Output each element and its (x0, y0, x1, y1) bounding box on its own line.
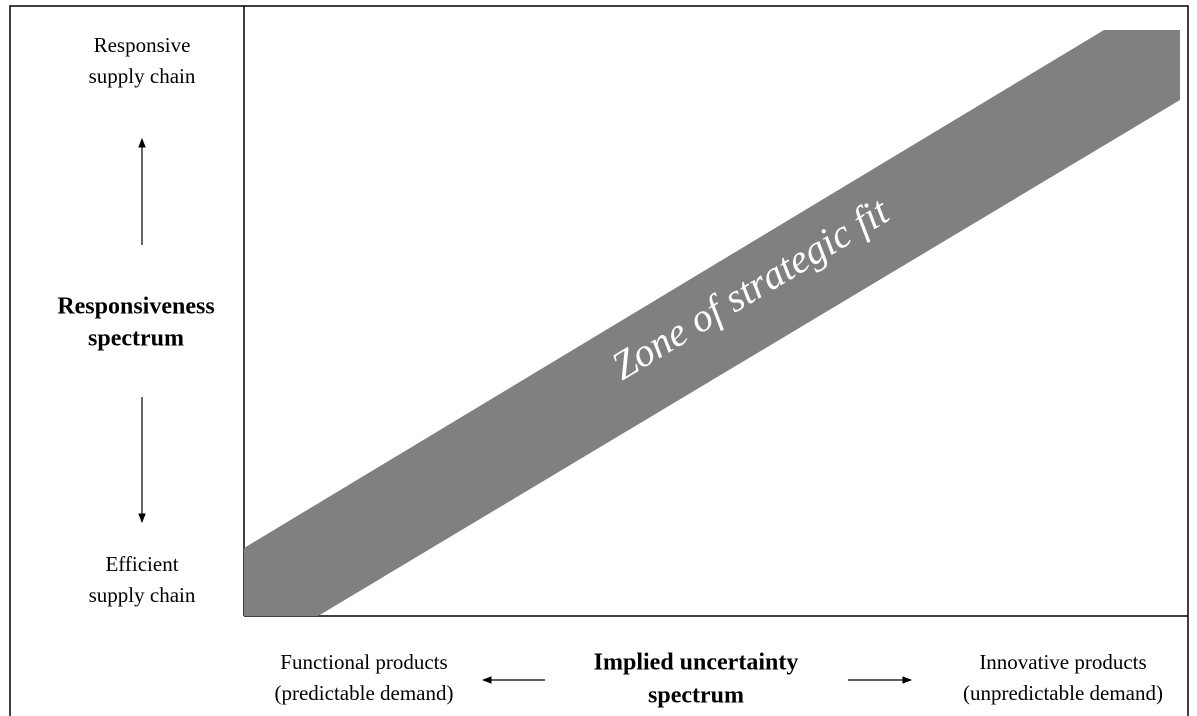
strategic-fit-zone (244, 30, 1180, 616)
x-axis-title: Implied uncertainty (594, 650, 799, 676)
y-axis-title: spectrum (88, 326, 184, 352)
y-axis-title: Responsiveness (57, 294, 214, 320)
y-top-label: supply chain (89, 64, 196, 88)
x-right-label: (unpredictable demand) (963, 681, 1163, 705)
x-right-label: Innovative products (979, 650, 1146, 674)
x-left-label: Functional products (280, 650, 447, 674)
x-axis-title: spectrum (648, 683, 744, 709)
x-left-label: (predictable demand) (275, 681, 454, 705)
outer-frame (9, 5, 1189, 716)
y-bottom-label: supply chain (89, 583, 196, 607)
y-top-label: Responsive (94, 33, 191, 57)
y-bottom-label: Efficient (105, 552, 178, 576)
